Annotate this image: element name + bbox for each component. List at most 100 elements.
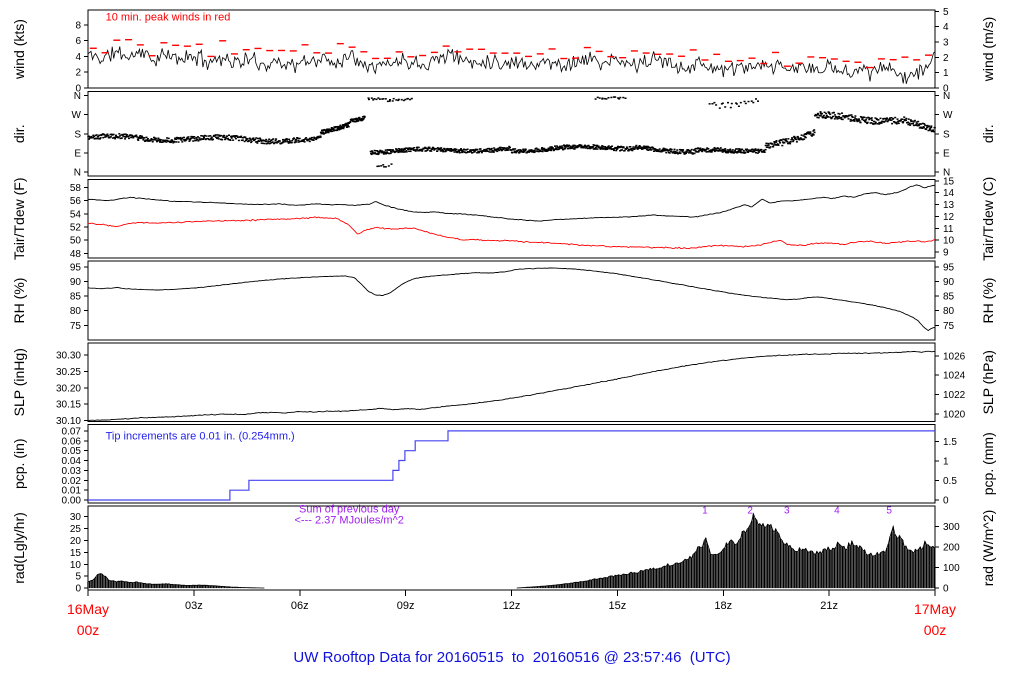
dir-dot <box>297 137 299 139</box>
dir-dot <box>248 137 251 139</box>
dir-dot <box>727 151 730 154</box>
dir-dot <box>114 137 117 140</box>
dir-dot <box>747 150 750 153</box>
dir-dot <box>488 151 491 153</box>
dir-dot <box>798 139 801 141</box>
dir-dot <box>363 116 366 119</box>
dir-dot <box>349 120 352 123</box>
dir-dot <box>195 137 198 139</box>
dir-dot <box>838 115 840 118</box>
dir-dot <box>707 148 710 150</box>
dir-dot <box>766 146 769 148</box>
dir-dot <box>461 151 464 154</box>
dir-dot <box>265 138 268 141</box>
dir-dot <box>865 119 868 121</box>
dir-dot <box>544 148 547 151</box>
dir-dot <box>260 140 263 142</box>
dir-dot <box>907 118 910 120</box>
dir-dot <box>917 120 920 123</box>
dir-dot <box>184 139 187 142</box>
dir-dot <box>849 120 852 122</box>
dir-dot <box>603 97 606 100</box>
dir-dot <box>108 136 111 139</box>
dir-dot <box>549 146 552 148</box>
dir-dot <box>721 102 724 104</box>
dir-dot <box>255 137 258 139</box>
dir-dot <box>185 138 188 141</box>
dir-dot <box>99 137 102 139</box>
dir-dot <box>524 149 527 152</box>
dir-dot <box>917 124 920 127</box>
dir-dot <box>920 123 923 125</box>
dir-dot <box>788 142 791 144</box>
dir-dot <box>303 141 306 143</box>
y-tick-label-right: 75 <box>943 321 955 332</box>
dir-dot <box>718 148 721 150</box>
dir-dot <box>820 112 823 115</box>
y-tick-label-left: 8 <box>75 20 81 31</box>
dir-dot <box>596 148 599 150</box>
y-tick-label-right: 85 <box>943 292 955 303</box>
dir-dot <box>548 147 551 149</box>
dir-dot <box>793 135 796 138</box>
dir-dot <box>340 125 343 128</box>
dir-dot <box>844 116 847 118</box>
dir-dot <box>883 120 886 123</box>
dir-dot <box>402 148 405 151</box>
dir-dot <box>557 146 559 148</box>
dir-dot <box>408 150 411 152</box>
dir-dot <box>501 149 504 151</box>
dir-dot <box>382 98 385 100</box>
dir-dot <box>660 149 663 152</box>
dir-dot <box>88 135 90 138</box>
dir-dot <box>118 133 121 135</box>
dir-dot <box>896 121 899 123</box>
dir-dot <box>165 139 168 142</box>
dir-dot <box>227 137 229 140</box>
dir-dot <box>866 121 869 124</box>
dir-dot <box>754 148 757 150</box>
y-tick-label-right: 1024 <box>943 371 966 382</box>
dir-dot <box>687 149 690 151</box>
dir-dot <box>832 115 834 118</box>
dir-dot <box>464 149 467 151</box>
dir-dot <box>425 150 428 152</box>
dir-dot <box>122 135 125 137</box>
dir-dot <box>121 133 124 136</box>
dir-dot <box>109 136 112 138</box>
dir-dot <box>277 140 280 142</box>
dir-dot <box>848 114 851 116</box>
dir-dot <box>601 147 604 149</box>
y-tick-label-left: 0.02 <box>62 476 82 487</box>
dir-dot <box>863 116 866 119</box>
dir-dot <box>528 151 531 153</box>
dir-dot <box>632 146 635 148</box>
dir-dot <box>241 139 244 141</box>
dir-dot <box>814 113 817 116</box>
dir-dot <box>442 150 445 153</box>
dir-dot <box>654 148 657 151</box>
dir-dot <box>319 136 322 138</box>
dir-dot <box>909 124 912 126</box>
dir-dot <box>146 138 149 140</box>
dir-dot <box>757 148 760 151</box>
dir-dot <box>203 137 205 139</box>
dir-dot <box>787 138 790 140</box>
dir-dot <box>606 148 609 150</box>
dir-dot <box>645 145 648 148</box>
dir-dot <box>230 137 233 139</box>
dir-dot <box>383 166 386 168</box>
y-tick-label-left: 54 <box>70 209 82 220</box>
dir-dot <box>822 116 825 118</box>
dir-dot <box>431 147 434 149</box>
dir-dot <box>604 148 607 151</box>
dir-dot <box>726 149 729 151</box>
dir-dot <box>757 151 760 153</box>
dir-dot <box>345 124 348 126</box>
dir-dot <box>515 151 518 154</box>
axis-title-right-rh: RH (%) <box>980 278 996 324</box>
dir-dot <box>376 150 379 152</box>
dir-dot <box>721 151 724 153</box>
dir-dot <box>669 150 672 153</box>
y-tick-label-left: W <box>72 110 82 121</box>
